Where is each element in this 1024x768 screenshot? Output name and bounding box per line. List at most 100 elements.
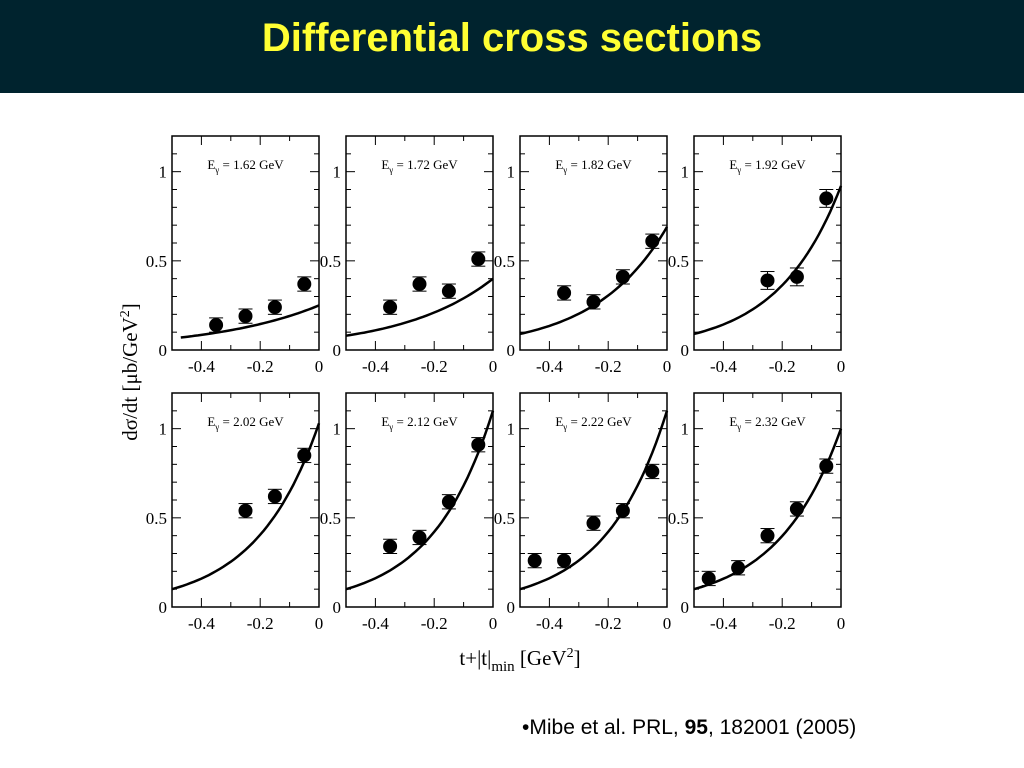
- data-point: [471, 437, 486, 452]
- y-tick-label: 0.5: [494, 252, 515, 271]
- x-tick-label: 0: [663, 614, 672, 633]
- y-tick-label: 0: [333, 341, 342, 360]
- x-tick-label: -0.4: [188, 614, 215, 633]
- data-point: [557, 285, 572, 300]
- x-tick-label: -0.4: [362, 614, 389, 633]
- x-tick-label: -0.4: [536, 614, 563, 633]
- x-tick-label: 0: [837, 357, 846, 376]
- y-tick-label: 0.5: [146, 252, 167, 271]
- y-tick-label: 0: [159, 341, 168, 360]
- energy-label: Eγ = 2.22 GeV: [555, 414, 632, 432]
- citation-bullet: •: [522, 716, 530, 739]
- panel-8: 0 0.5 1 -0.4 -0.2 0 Eγ = 2.32 GeV: [668, 392, 846, 633]
- x-tick-label: -0.4: [536, 357, 563, 376]
- y-tick-label: 1: [333, 163, 342, 182]
- x-tick-label: -0.2: [247, 357, 274, 376]
- energy-label: Eγ = 2.12 GeV: [381, 414, 458, 432]
- y-tick-label: 0.5: [668, 252, 689, 271]
- y-tick-label: 0: [681, 341, 690, 360]
- data-point: [383, 539, 398, 554]
- x-tick-label: 0: [837, 614, 846, 633]
- data-point: [789, 501, 804, 516]
- x-tick-label: 0: [489, 357, 498, 376]
- energy-label: Eγ = 2.02 GeV: [207, 414, 284, 432]
- data-point: [615, 503, 630, 518]
- slide-title: Differential cross sections: [261, 16, 763, 60]
- x-tick-label: -0.2: [421, 357, 448, 376]
- x-tick-label: 0: [315, 614, 324, 633]
- y-tick-label: 1: [507, 420, 516, 439]
- x-tick-label: -0.2: [769, 614, 796, 633]
- y-tick-label: 0.5: [494, 509, 515, 528]
- data-point: [441, 494, 456, 509]
- energy-label: Eγ = 1.72 GeV: [381, 157, 458, 175]
- data-point: [238, 309, 253, 324]
- data-point: [383, 300, 398, 315]
- theory-curve: [519, 410, 669, 591]
- data-point: [471, 252, 486, 267]
- y-tick-label: 0.5: [668, 509, 689, 528]
- theory-curve: [693, 185, 843, 336]
- x-tick-label: -0.2: [421, 614, 448, 633]
- data-point: [586, 294, 601, 309]
- y-tick-label: 0: [333, 598, 342, 617]
- citation-rest: , 182001 (2005): [707, 716, 857, 739]
- data-point: [267, 300, 282, 315]
- x-tick-label: -0.4: [710, 357, 737, 376]
- x-tick-label: -0.4: [362, 357, 389, 376]
- y-tick-label: 1: [159, 420, 168, 439]
- y-tick-label: 0.5: [146, 509, 167, 528]
- data-point: [760, 273, 775, 288]
- y-tick-label: 1: [333, 420, 342, 439]
- x-tick-label: 0: [663, 357, 672, 376]
- data-point: [527, 553, 542, 568]
- data-point: [701, 571, 716, 586]
- data-point: [297, 448, 312, 463]
- panel-6: 0 0.5 1 -0.4 -0.2 0 Eγ = 2.12 GeV: [320, 392, 498, 633]
- data-point: [789, 269, 804, 284]
- panel-7: 0 0.5 1 -0.4 -0.2 0 Eγ = 2.22 GeV: [494, 392, 672, 633]
- y-tick-label: 0: [681, 598, 690, 617]
- panel-3: 0 0.5 1 -0.4 -0.2 0 Eγ = 1.82 GeV: [494, 135, 672, 376]
- data-point: [760, 528, 775, 543]
- panel-2: 0 0.5 1 -0.4 -0.2 0 Eγ = 1.72 GeV: [320, 135, 498, 376]
- y-axis-label: dσ/dt [μb/GeV2]: [118, 303, 142, 440]
- y-tick-label: 1: [681, 420, 690, 439]
- y-tick-label: 1: [507, 163, 516, 182]
- y-tick-label: 0.5: [320, 509, 341, 528]
- x-tick-label: -0.2: [595, 614, 622, 633]
- y-tick-label: 0: [507, 341, 516, 360]
- data-point: [297, 277, 312, 292]
- panel-1: 0 0.5 1 -0.4 -0.2 0 Eγ = 1.62 GeV: [146, 135, 324, 376]
- y-tick-label: 1: [159, 163, 168, 182]
- data-point: [731, 560, 746, 575]
- y-tick-label: 0.5: [320, 252, 341, 271]
- y-tick-label: 1: [681, 163, 690, 182]
- x-tick-label: 0: [489, 614, 498, 633]
- data-point: [412, 530, 427, 545]
- energy-label: Eγ = 1.92 GeV: [729, 157, 806, 175]
- data-point: [819, 191, 834, 206]
- data-point: [209, 318, 224, 333]
- citation: •Mibe et al. PRL, 95, 182001 (2005): [522, 716, 856, 740]
- x-tick-label: -0.2: [247, 614, 274, 633]
- panel-4: 0 0.5 1 -0.4 -0.2 0 Eγ = 1.92 GeV: [668, 135, 846, 376]
- theory-curve: [171, 422, 321, 591]
- theory-curve: [519, 226, 669, 336]
- data-point: [238, 503, 253, 518]
- x-tick-label: -0.2: [595, 357, 622, 376]
- y-tick-label: 0: [159, 598, 168, 617]
- theory-curve: [345, 277, 494, 337]
- energy-label: Eγ = 1.62 GeV: [207, 157, 284, 175]
- energy-label: Eγ = 1.82 GeV: [555, 157, 632, 175]
- energy-label: Eγ = 2.32 GeV: [729, 414, 806, 432]
- title-bar: [0, 0, 1024, 93]
- data-point: [615, 269, 630, 284]
- data-point: [645, 464, 660, 479]
- theory-curve: [693, 428, 843, 591]
- data-point: [412, 277, 427, 292]
- x-tick-label: 0: [315, 357, 324, 376]
- data-point: [441, 284, 456, 299]
- theory-curve: [345, 410, 495, 591]
